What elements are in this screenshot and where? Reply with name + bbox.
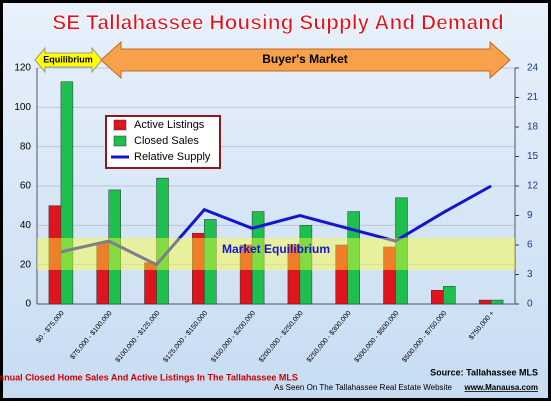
- y2-tick-label: 3: [527, 269, 533, 280]
- source: Source: Tallahassee MLS: [430, 367, 538, 377]
- buyers-market-arrow: [100, 40, 511, 80]
- y2-tick-label: 15: [527, 151, 539, 162]
- equilibrium-label: Equilibrium: [43, 54, 93, 64]
- bar: [60, 81, 74, 305]
- y-tick-label: 40: [20, 220, 32, 231]
- legend-swatch: [113, 119, 127, 131]
- website-note: As Seen On The Tallahassee Real Estate W…: [274, 383, 452, 392]
- y2-tick-label: 0: [527, 299, 533, 310]
- bar: [204, 219, 217, 305]
- y2-tick-label: 24: [527, 63, 539, 74]
- chart-title: SE Tallahassee Housing Supply And Demand: [52, 12, 504, 35]
- y-tick-label: 20: [20, 259, 32, 270]
- bar: [251, 211, 265, 305]
- legend-swatch: [113, 135, 127, 147]
- y2-tick-label: 12: [527, 181, 539, 192]
- y2-tick-label: 21: [527, 92, 539, 103]
- y-tick-label: 120: [14, 63, 31, 74]
- bar: [347, 211, 360, 305]
- y-tick-label: 80: [20, 141, 32, 152]
- bar: [299, 225, 313, 305]
- bar: [478, 299, 492, 305]
- bar: [490, 299, 504, 305]
- y2-tick-label: 18: [527, 122, 539, 133]
- y2-tick-label: 6: [527, 240, 533, 251]
- legend-label: Relative Supply: [134, 151, 211, 163]
- bar: [395, 197, 408, 305]
- y-tick-label: 100: [14, 102, 31, 113]
- bar: [443, 286, 456, 305]
- market-equilibrium-label: Market Equilibrium: [222, 242, 330, 256]
- y-tick-label: 60: [20, 181, 32, 192]
- caption: Annual Closed Home Sales And Active List…: [0, 372, 298, 382]
- legend-label: Closed Sales: [134, 135, 199, 147]
- y-tick-label: 0: [25, 299, 31, 310]
- bar: [431, 289, 444, 305]
- bar: [156, 177, 169, 305]
- equilibrium-band: [37, 238, 515, 270]
- supply-line: [60, 184, 492, 267]
- y2-tick-label: 9: [527, 210, 533, 221]
- website: www.Manausa.com: [464, 383, 539, 392]
- legend-label: Active Listings: [134, 119, 205, 131]
- buyers-market-label: Buyer's Market: [262, 52, 348, 66]
